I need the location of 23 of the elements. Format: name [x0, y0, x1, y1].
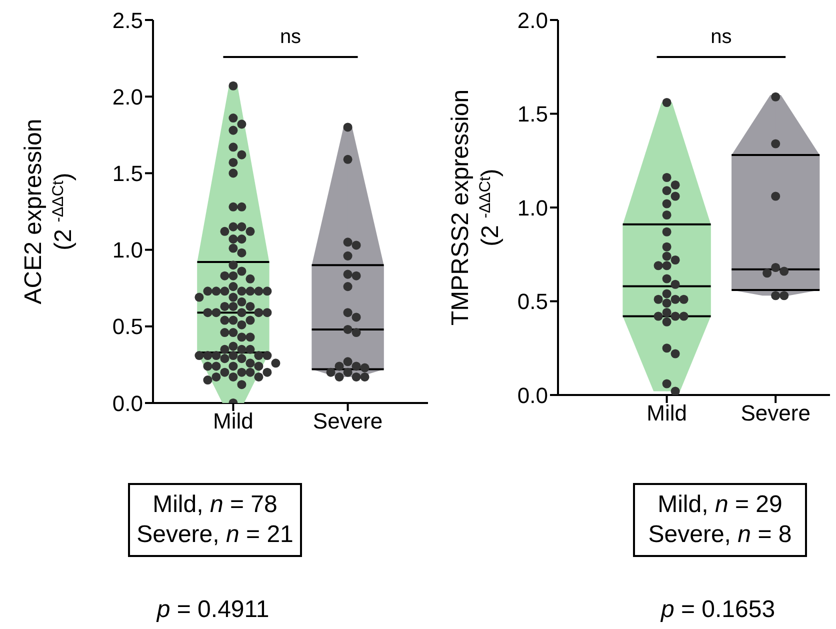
y-tick-label: 0.0 — [112, 390, 143, 416]
text: p = 0.1653 — [660, 596, 776, 623]
annotation: ns — [710, 26, 732, 48]
y-tick-label: 1.5 — [517, 102, 548, 127]
y-tick-label: 1.0 — [112, 238, 143, 263]
y-tick-label: 0.0 — [517, 382, 548, 408]
text: p = 0.4911 — [156, 596, 270, 623]
x-tick-label: Mild — [646, 400, 687, 426]
y-tick-label: 0.5 — [517, 289, 548, 314]
text: Severe, n = 8 — [648, 521, 792, 548]
x-tick-label: Severe — [312, 408, 383, 434]
y-tick-label: 0.5 — [112, 314, 143, 340]
y-tick-label: 2.5 — [112, 8, 143, 33]
text: Mild, n = 78 — [152, 491, 278, 518]
text: Severe, n = 21 — [136, 521, 294, 548]
x-tick-label: Severe — [740, 400, 810, 426]
y-tick-label: 2.0 — [517, 8, 548, 33]
text: Mild, n = 29 — [658, 491, 782, 518]
y-tick-label: 1.5 — [112, 161, 143, 186]
y-tick-label: 1.0 — [517, 195, 548, 220]
x-tick-label: Mild — [213, 408, 254, 434]
y-tick-label: 2.0 — [112, 84, 143, 110]
annotation: ns — [280, 26, 302, 48]
